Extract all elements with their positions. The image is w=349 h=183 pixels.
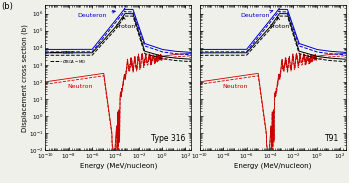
X-axis label: Energy (MeV/nucleon): Energy (MeV/nucleon) <box>80 163 157 169</box>
Y-axis label: Displacement cross section (b): Displacement cross section (b) <box>21 24 28 132</box>
Text: Type 316: Type 316 <box>151 134 185 143</box>
Text: T91: T91 <box>325 134 340 143</box>
Text: Deuteron: Deuteron <box>77 10 115 18</box>
Text: Neutron: Neutron <box>222 84 247 89</box>
Text: Neutron: Neutron <box>68 84 93 89</box>
Text: Proton: Proton <box>270 17 290 29</box>
Text: (b): (b) <box>2 2 14 11</box>
Legend: $\sigma_\mathrm{NRT}$, $\sigma_\mathrm{BCA-MD}$: $\sigma_\mathrm{NRT}$, $\sigma_\mathrm{B… <box>50 49 87 66</box>
Text: Deuteron: Deuteron <box>240 10 273 18</box>
Text: Proton: Proton <box>115 17 135 29</box>
X-axis label: Energy (MeV/nucleon): Energy (MeV/nucleon) <box>234 163 311 169</box>
